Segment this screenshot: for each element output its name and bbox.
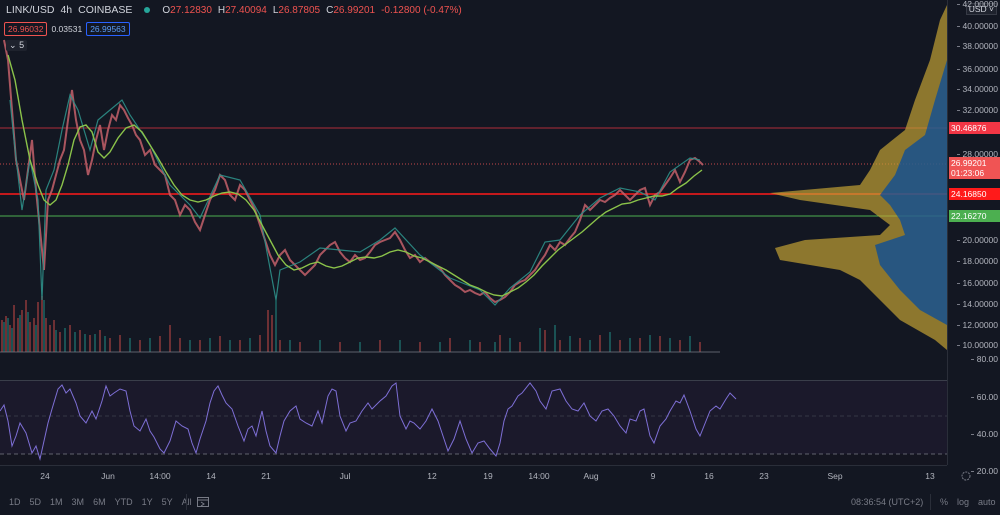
time-tick: 21 xyxy=(261,471,271,481)
range-1d[interactable]: 1D xyxy=(9,497,21,507)
time-tick: 19 xyxy=(483,471,493,481)
price-tick: 16.00000 xyxy=(956,278,998,288)
sell-button[interactable]: 26.96032 xyxy=(4,22,48,36)
spread-value: 0.03531 xyxy=(51,24,83,34)
price-tick: 28.00000 xyxy=(956,149,998,159)
price-tick: 40.00000 xyxy=(956,21,998,31)
chevron-down-icon: ⌄ xyxy=(9,40,17,50)
date-range-buttons: 1D 5D 1M 3M 6M YTD 1Y 5Y All xyxy=(9,497,192,507)
change-value: -0.12800 (-0.47%) xyxy=(381,4,462,16)
time-tick: 9 xyxy=(650,471,656,481)
last-price-label: 26.99201 01:23:06 xyxy=(949,157,1000,179)
price-tick: 18.00000 xyxy=(956,256,998,266)
rsi-tick: 60.00 xyxy=(970,392,998,402)
price-tick: 10.00000 xyxy=(956,340,998,350)
price-tick: 32.00000 xyxy=(956,105,998,115)
time-tick: 14:00 xyxy=(528,471,550,481)
percent-scale-toggle[interactable]: % xyxy=(940,497,949,507)
clock[interactable]: 08:36:54 (UTC+2) xyxy=(851,497,924,507)
rsi-plot xyxy=(0,381,947,461)
price-tick: 34.00000 xyxy=(956,84,998,94)
price-tick: 12.00000 xyxy=(956,320,998,330)
interval[interactable]: 4h xyxy=(60,4,73,16)
volume-bars xyxy=(1,296,701,352)
rsi-tick: 80.00 xyxy=(970,354,998,364)
key-level-price-label: 24.16850 xyxy=(949,188,1000,200)
range-ytd[interactable]: YTD xyxy=(114,497,133,507)
price-tick: 42.00000 xyxy=(956,0,998,9)
time-tick: 16 xyxy=(704,471,714,481)
time-tick: Aug xyxy=(583,471,599,481)
price-scale[interactable]: USD ˅ 42.00000 40.00000 38.00000 36.0000… xyxy=(947,0,1000,476)
resistance-price-label: 30.46876 xyxy=(949,122,1000,134)
buy-button[interactable]: 26.99563 xyxy=(86,22,130,36)
time-tick: Jun xyxy=(101,471,115,481)
close-value: 26.99201 xyxy=(333,4,376,16)
range-6m[interactable]: 6M xyxy=(93,497,106,507)
time-scale[interactable]: 24 Jun 14:00 14 21 Jul 12 19 14:00 Aug 9… xyxy=(0,465,947,490)
time-tick: 14:00 xyxy=(149,471,171,481)
time-tick: 23 xyxy=(759,471,769,481)
currency-selector[interactable]: USD ˅ xyxy=(965,3,997,15)
symbol-name[interactable]: LINK/USD xyxy=(6,4,55,16)
rsi-tick: 40.00 xyxy=(970,429,998,439)
rsi-pane[interactable] xyxy=(0,381,947,465)
open-value: 27.12830 xyxy=(170,4,212,16)
settings-gear-icon[interactable] xyxy=(960,470,972,482)
price-tick: 20.00000 xyxy=(956,235,998,245)
main-price-chart[interactable]: LINK/USD 4h COINBASE O27.12830 H27.40094… xyxy=(0,0,947,380)
time-tick: Sep xyxy=(827,471,843,481)
rsi-tick: 20.00 xyxy=(970,466,998,476)
bar-countdown: 01:23:06 xyxy=(951,168,985,178)
log-scale-toggle[interactable]: log xyxy=(957,497,970,507)
chevron-down-icon: ˅ xyxy=(989,4,994,14)
exchange: COINBASE xyxy=(78,4,133,16)
high-value: 27.40094 xyxy=(225,4,267,16)
bid-ask-row: 26.96032 0.03531 26.99563 xyxy=(4,22,130,36)
price-tick: 38.00000 xyxy=(956,41,998,51)
candlestick-plot xyxy=(0,5,947,353)
go-to-date-icon[interactable] xyxy=(197,497,209,507)
range-1y[interactable]: 1Y xyxy=(141,497,153,507)
range-5y[interactable]: 5Y xyxy=(161,497,173,507)
range-1m[interactable]: 1M xyxy=(50,497,63,507)
bottom-toolbar: 1D 5D 1M 3M 6M YTD 1Y 5Y All 08:36:54 (U… xyxy=(0,489,1000,515)
symbol-legend: LINK/USD 4h COINBASE O27.12830 H27.40094… xyxy=(6,4,462,16)
time-tick: 14 xyxy=(206,471,216,481)
toolbar-divider xyxy=(186,494,187,510)
toolbar-divider xyxy=(930,494,931,510)
time-tick: 13 xyxy=(925,471,935,481)
low-value: 26.87805 xyxy=(278,4,321,16)
time-tick: Jul xyxy=(339,471,351,481)
pane-separator[interactable] xyxy=(0,380,1000,381)
market-status-icon xyxy=(144,7,151,13)
auto-scale-toggle[interactable]: auto xyxy=(978,497,996,507)
time-tick: 12 xyxy=(427,471,437,481)
range-5d[interactable]: 5D xyxy=(29,497,42,507)
support-price-label: 22.16270 xyxy=(949,210,1000,222)
price-tick: 14.00000 xyxy=(956,299,998,309)
candles xyxy=(3,39,704,306)
volume-profile xyxy=(770,5,947,350)
price-tick: 36.00000 xyxy=(956,64,998,74)
range-3m[interactable]: 3M xyxy=(71,497,85,507)
indicators-collapse-button[interactable]: ⌄ 5 xyxy=(6,40,28,51)
time-tick: 24 xyxy=(40,471,50,481)
